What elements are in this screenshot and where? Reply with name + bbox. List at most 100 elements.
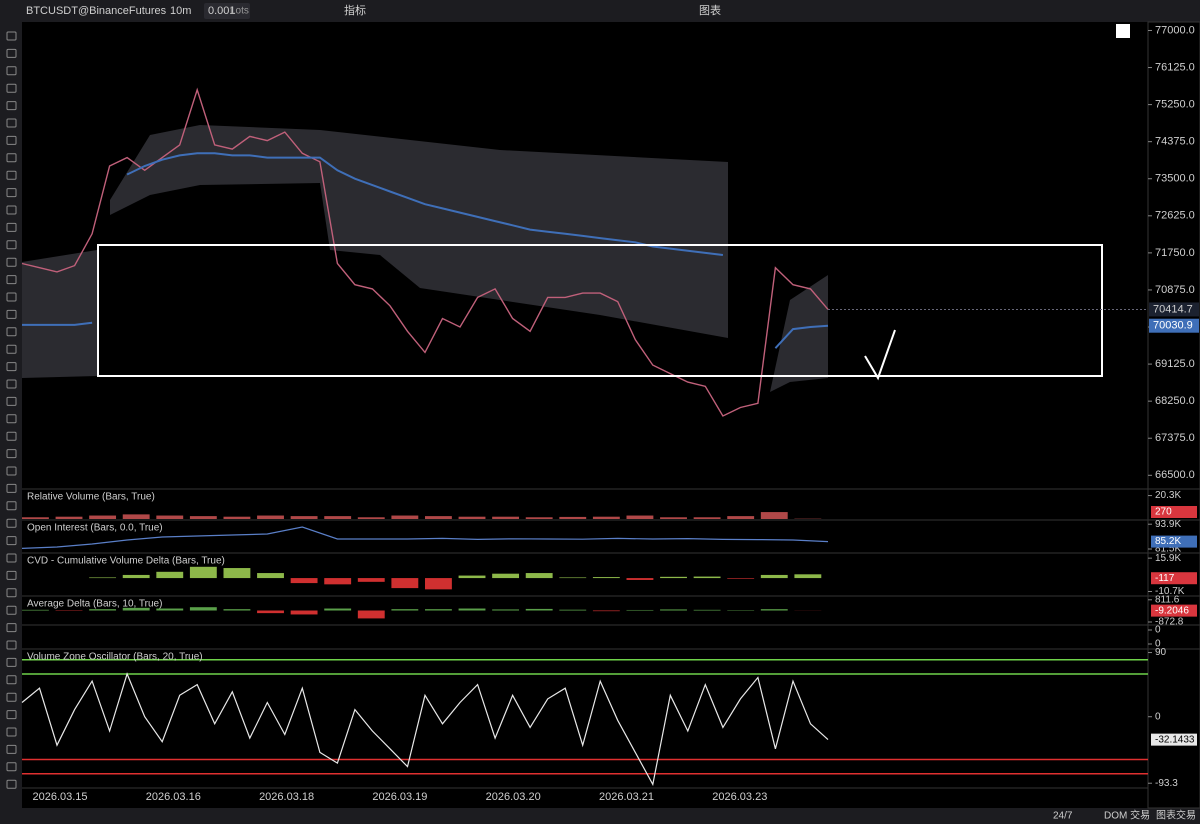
tool-icon[interactable] [6,379,17,389]
tool-icon[interactable] [6,83,17,93]
tool-icon[interactable] [6,309,17,319]
tool-icon[interactable] [6,135,17,145]
tool-icon[interactable] [6,101,17,111]
panel-bar [727,578,755,579]
chart-trading-button[interactable]: 图表交易 [1156,809,1196,822]
panel-bar [122,574,150,579]
quantity[interactable]: 0.001 [208,5,236,17]
panel-bar [492,573,520,579]
panel-tick-label: 81.5K [1155,544,1181,555]
panel-last-label: 270 [1155,507,1172,518]
panel-line [21,526,829,549]
panel-bar [660,576,687,579]
panel-tick-label: 20.3K [1155,490,1181,501]
tool-icon[interactable] [6,588,17,598]
tool-icon[interactable] [6,222,17,232]
annotation-rectangle[interactable] [97,244,1103,377]
panel-title: Average Delta (Bars, 10, True) [27,599,162,610]
tool-icon[interactable] [6,710,17,720]
tool-icon[interactable] [6,205,17,215]
indicators-button[interactable]: 指标 [344,3,366,17]
symbol[interactable]: BTCUSDT@BinanceFutures [26,5,167,17]
tool-icon[interactable] [6,657,17,667]
tool-icon[interactable] [6,483,17,493]
panel-bar [626,578,654,580]
window-title: 图表 [699,3,721,17]
scroll-end-button[interactable] [1116,24,1130,38]
tool-icon[interactable] [6,153,17,163]
panel-bar [559,516,587,519]
panel-bar [223,568,251,579]
tool-icon[interactable] [6,518,17,528]
panel-bar [693,576,721,579]
session[interactable]: 24/7 [1053,811,1073,822]
panel-bar [290,578,318,584]
tool-icon[interactable] [6,327,17,337]
tool-icon[interactable] [6,257,17,267]
panel-bar [592,610,620,612]
panel-bar [525,517,553,519]
panel-bar [425,516,452,519]
panel-bar [189,607,217,611]
panel-bar [525,573,553,579]
annotation-check[interactable] [864,329,896,381]
tool-icon[interactable] [6,396,17,406]
panel-bar [626,609,654,611]
tool-icon[interactable] [6,762,17,772]
tool-icon[interactable] [6,623,17,633]
panel-bar [357,517,385,519]
tool-icon[interactable] [6,692,17,702]
vwap-box [1149,318,1199,333]
price-axis [1147,21,1200,809]
top-toolbar [0,0,1200,22]
tool-icon[interactable] [6,605,17,615]
panel-bar [492,516,520,519]
panel-title: Open Interest (Bars, 0.0, True) [27,523,163,534]
y-tick-label: 67375.0 [1155,432,1195,444]
panel-bar [391,578,419,589]
tool-icon[interactable] [6,188,17,198]
tool-icon[interactable] [6,170,17,180]
tool-icon[interactable] [6,536,17,546]
band-fill [22,125,828,392]
tool-icon[interactable] [6,553,17,563]
tool-icon[interactable] [6,48,17,58]
interval[interactable]: 10m [170,5,191,17]
tool-icon[interactable] [6,449,17,459]
tool-icon[interactable] [6,744,17,754]
panel-title: Relative Volume (Bars, True) [27,492,155,503]
panel-bar [693,517,721,519]
tool-icon[interactable] [6,66,17,76]
panel-bar [89,577,117,579]
tool-icon[interactable] [6,292,17,302]
tool-icon[interactable] [6,466,17,476]
tool-icon[interactable] [6,240,17,250]
tool-icon[interactable] [6,640,17,650]
date-label: 2026.03.18 [259,791,314,803]
tool-icon[interactable] [6,570,17,580]
tool-icon[interactable] [6,727,17,737]
panel-bar [760,512,788,519]
y-tick-label: 72625.0 [1155,210,1195,222]
quantity-box[interactable] [204,3,250,19]
tool-icon[interactable] [6,675,17,685]
tool-icon[interactable] [6,414,17,424]
dom-button[interactable]: DOM 交易 [1104,809,1150,822]
tool-icon[interactable] [6,501,17,511]
panel-last-box [1151,604,1197,617]
panel-bar [760,609,788,611]
tool-icon[interactable] [6,275,17,285]
panel-tick-label: 0 [1155,625,1161,636]
tool-icon[interactable] [6,344,17,354]
tool-icon[interactable] [6,31,17,41]
tool-icon[interactable] [6,779,17,789]
panel-bar [760,574,788,579]
y-tick-label: 77000.0 [1155,24,1195,36]
tool-icon[interactable] [6,362,17,372]
panel-bar [559,609,587,611]
tool-icon[interactable] [6,431,17,441]
panel-bar [458,575,486,579]
tool-icon[interactable] [6,118,17,128]
